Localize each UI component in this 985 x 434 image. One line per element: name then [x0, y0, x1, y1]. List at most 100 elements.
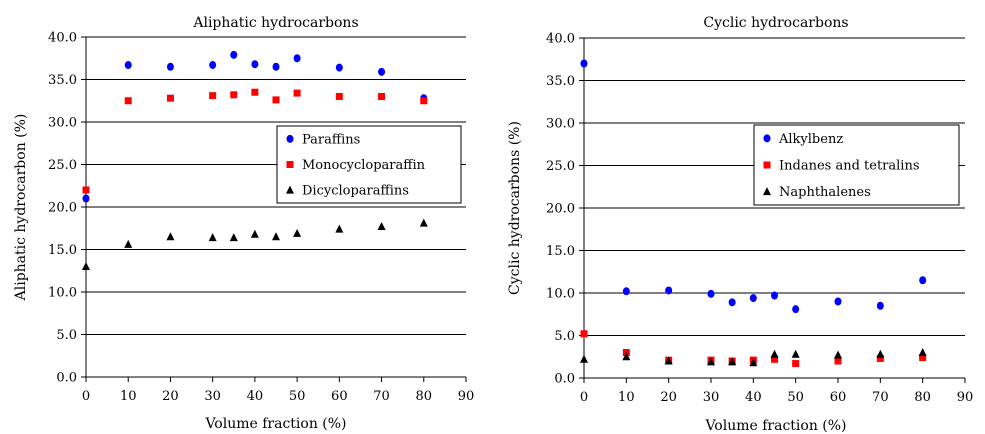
x-tick-label: 60 — [830, 390, 847, 405]
data-point-monocycloparaffin — [82, 186, 90, 194]
data-point-naphthalenes — [580, 354, 588, 363]
data-point-alkylbenz — [771, 291, 778, 300]
legend-marker — [763, 161, 771, 169]
data-point-naphthalenes — [728, 357, 737, 366]
data-point-monocycloparaffin — [420, 97, 428, 105]
legend-marker — [763, 187, 771, 196]
x-tick-label: 50 — [787, 390, 804, 405]
cyclic-chart: Cyclic hydrocarbons Volume fraction (%) … — [507, 15, 973, 434]
data-point-indanes-and-tetralins — [771, 355, 778, 363]
x-tick-label: 20 — [162, 389, 179, 404]
data-point-dicycloparaffins — [82, 262, 90, 270]
y-tick-label: 30.0 — [48, 116, 77, 131]
legend-label: Indanes and tetralins — [779, 159, 920, 174]
x-tick-label: 80 — [914, 390, 931, 405]
x-tick-label: 60 — [331, 389, 348, 404]
y-tick-label: 0.0 — [554, 372, 575, 387]
y-tick-label: 15.0 — [546, 244, 575, 259]
data-point-indanes-and-tetralins — [834, 357, 842, 365]
y-tick-label: 25.0 — [48, 158, 77, 173]
legend: Paraffins Monocycloparaffin Dicycloparaffi… — [276, 125, 462, 204]
data-point-alkylbenz — [622, 287, 630, 296]
chart-title: Cyclic hydrocarbons — [703, 15, 848, 31]
y-tick-label: 20.0 — [546, 202, 575, 217]
data-point-paraffins — [293, 54, 301, 63]
data-point-dicycloparaffins — [250, 229, 259, 238]
y-axis-label: Aliphatic hydrocarbon (%) — [13, 114, 29, 302]
data-point-alkylbenz — [919, 276, 927, 285]
data-point-dicycloparaffins — [229, 233, 238, 242]
data-point-alkylbenz — [728, 298, 736, 307]
data-point-naphthalenes — [918, 348, 927, 356]
data-point-indanes-and-tetralins — [792, 360, 800, 368]
data-point-naphthalenes — [834, 350, 842, 359]
data-point-naphthalenes — [876, 349, 885, 358]
y-tick-label: 30.0 — [546, 117, 575, 132]
data-point-alkylbenz — [665, 286, 673, 295]
x-tick-label: 80 — [416, 389, 433, 404]
legend-marker — [286, 134, 294, 143]
x-tick-label: 20 — [660, 390, 677, 405]
data-point-monocycloparaffin — [209, 92, 217, 100]
legend: Alkylbenz Indanes and tetralins Naphthalen… — [753, 124, 960, 206]
legend-label: Naphthalenes — [779, 185, 871, 200]
x-tick-label: 50 — [289, 389, 306, 404]
data-point-dicycloparaffins — [208, 233, 217, 242]
data-point-alkylbenz — [834, 297, 842, 306]
data-point-monocycloparaffin — [251, 88, 259, 96]
y-tick-label: 40.0 — [48, 31, 77, 46]
data-point-dicycloparaffins — [293, 228, 302, 237]
data-point-monocycloparaffin — [293, 89, 301, 97]
legend-marker — [286, 185, 294, 194]
legend-box — [753, 124, 960, 206]
data-point-monocycloparaffin — [335, 93, 343, 100]
data-point-paraffins — [251, 60, 259, 69]
data-point-naphthalenes — [707, 357, 715, 366]
x-tick-label: 30 — [204, 389, 221, 404]
data-point-monocycloparaffin — [166, 94, 174, 102]
data-point-alkylbenz — [580, 59, 588, 68]
data-point-dicycloparaffins — [377, 222, 386, 231]
y-tick-label: 35.0 — [546, 74, 575, 89]
x-tick-label: 10 — [618, 390, 635, 405]
y-tick-label: 40.0 — [546, 32, 575, 47]
x-tick-label: 0 — [580, 390, 588, 405]
x-axis-label: Volume fraction (%) — [204, 416, 346, 432]
data-point-paraffins — [272, 62, 280, 71]
legend-label: Monocycloparaffin — [302, 158, 426, 173]
data-point-naphthalenes — [791, 349, 800, 358]
aliphatic-chart: Aliphatic hydrocarbons Volume fraction (… — [13, 15, 475, 432]
data-point-dicycloparaffins — [166, 232, 175, 241]
y-tick-label: 0.0 — [56, 371, 77, 386]
x-tick-label: 70 — [373, 389, 390, 404]
x-tick-label: 90 — [458, 389, 475, 404]
data-point-alkylbenz — [707, 289, 715, 298]
data-point-paraffins — [209, 61, 217, 70]
legend-marker — [286, 161, 294, 168]
y-tick-label: 15.0 — [48, 243, 77, 258]
x-tick-label: 40 — [745, 390, 762, 405]
aliphatic-chart-panel: Aliphatic hydrocarbons Volume fraction (… — [13, 15, 475, 432]
data-point-alkylbenz — [792, 305, 800, 314]
data-point-indanes-and-tetralins — [876, 354, 884, 362]
legend-label: Alkylbenz — [778, 132, 843, 147]
y-tick-label: 10.0 — [546, 287, 575, 302]
data-point-monocycloparaffin — [230, 91, 238, 99]
y-tick-label: 10.0 — [48, 286, 77, 301]
data-point-dicycloparaffins — [272, 232, 280, 241]
data-point-dicycloparaffins — [419, 218, 428, 227]
data-point-paraffins — [335, 63, 343, 72]
legend-marker — [763, 134, 771, 143]
cyclic-chart-panel: Cyclic hydrocarbons Volume fraction (%) … — [493, 0, 985, 434]
y-tick-label: 35.0 — [48, 73, 77, 88]
data-point-indanes-and-tetralins — [580, 330, 588, 338]
legend-label: Paraffins — [302, 132, 360, 147]
data-point-monocycloparaffin — [272, 96, 280, 104]
data-point-alkylbenz — [876, 301, 884, 310]
x-axis-label: Volume fraction (%) — [704, 418, 846, 434]
data-point-monocycloparaffin — [378, 93, 386, 100]
data-point-naphthalenes — [749, 358, 758, 367]
data-point-alkylbenz — [749, 294, 757, 303]
x-tick-label: 30 — [703, 390, 720, 405]
data-point-naphthalenes — [770, 349, 779, 358]
